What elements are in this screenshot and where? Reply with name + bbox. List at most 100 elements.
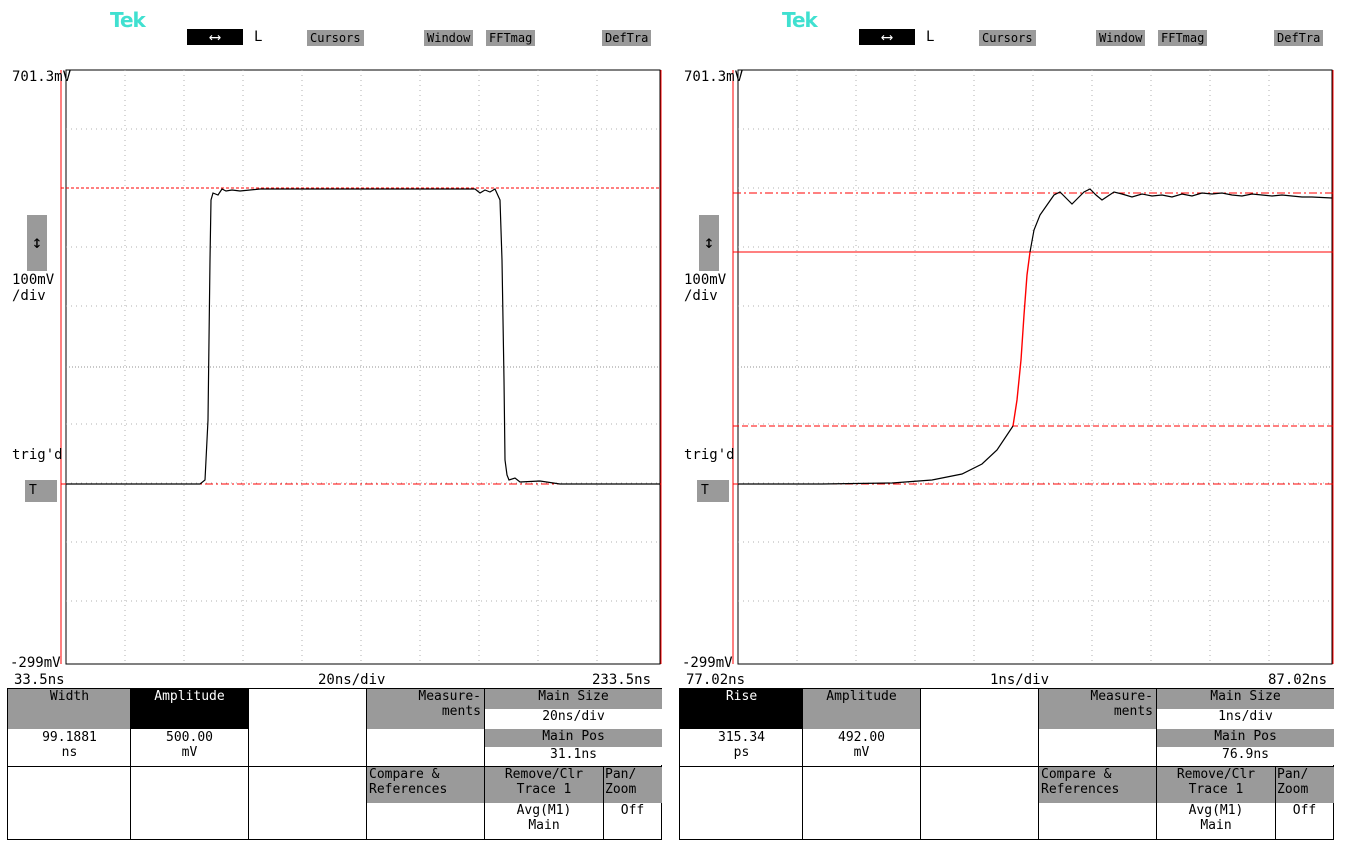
compare-references-button[interactable]: Compare & References <box>1039 767 1157 803</box>
divider <box>1275 766 1276 839</box>
divider <box>1156 689 1157 839</box>
pan-line2: Zoom <box>1277 782 1309 797</box>
pan-zoom-button[interactable]: Pan/Zoom <box>1275 767 1334 803</box>
main-size-value[interactable]: 1ns/div <box>1157 709 1334 729</box>
horizontal-arrow-button[interactable]: ⟷ <box>859 29 915 45</box>
divider <box>920 689 921 839</box>
y-scale-label: 100mV <box>12 272 55 288</box>
trig-label: trig'd <box>12 447 63 463</box>
x-right-label: 233.5ns <box>592 672 652 688</box>
main-pos-label[interactable]: Main Pos <box>485 729 662 747</box>
y-bottom-label: -299mV <box>682 655 733 671</box>
remove-clear-button[interactable]: Remove/Clr Trace 1 <box>485 767 603 803</box>
meas2-value: 500.00 <box>166 730 213 745</box>
avg-line2: Main <box>528 818 560 833</box>
compare-references-button[interactable]: Compare & References <box>367 767 485 803</box>
x-scale-label: 20ns/div <box>318 672 386 688</box>
deftra-button[interactable]: DefTra <box>602 30 652 46</box>
divider <box>130 689 131 839</box>
cursors-button[interactable]: Cursors <box>307 30 364 46</box>
divider <box>1038 689 1039 839</box>
measurements-line2: ments <box>441 704 481 719</box>
x-right-label: 87.02ns <box>1268 672 1328 688</box>
remove-line1: Remove/Clr <box>504 767 584 782</box>
avg-source[interactable]: Avg(M1) Main <box>1157 803 1275 839</box>
cursors-button[interactable]: Cursors <box>979 30 1036 46</box>
meas2-readout: 500.00 mV <box>131 730 248 766</box>
tek-logo: Tek <box>782 8 818 32</box>
avg-source[interactable]: Avg(M1) Main <box>485 803 603 839</box>
amplitude-measure-button[interactable]: Amplitude <box>131 689 248 729</box>
meas1-unit: ns <box>61 745 78 760</box>
meas1-label: Width <box>49 689 90 704</box>
y-bottom-label: -299mV <box>10 655 61 671</box>
tek-logo: Tek <box>110 8 146 32</box>
mode-label: L <box>254 29 263 45</box>
pan-line1: Pan/ <box>605 767 637 782</box>
waveform-display <box>60 69 662 665</box>
measurement-panel: Rise Amplitude 315.34 ps 492.00 mV Measure… <box>679 688 1334 840</box>
divider <box>802 689 803 839</box>
measurements-button[interactable]: Measure-ments <box>1039 689 1157 729</box>
main-pos-value[interactable]: 31.1ns <box>485 747 662 765</box>
y-scale-unit: /div <box>684 288 718 304</box>
y-scale-label: 100mV <box>684 272 727 288</box>
meas2-unit: mV <box>853 745 870 760</box>
vertical-arrow-button[interactable]: ↕ <box>699 215 719 271</box>
pan-zoom-value[interactable]: Off <box>1292 803 1317 818</box>
x-left-label: 33.5ns <box>14 672 65 688</box>
horizontal-arrow-button[interactable]: ⟷ <box>187 29 243 45</box>
main-size-label[interactable]: Main Size <box>485 689 662 709</box>
divider <box>484 689 485 839</box>
y-top-label: 701.3mV <box>12 69 72 85</box>
scope-left: Tek ⟷ L Cursors Window FFTmag DefTra 701… <box>0 0 672 841</box>
main-size-value[interactable]: 20ns/div <box>485 709 662 729</box>
divider <box>8 766 661 767</box>
compare-line2: References <box>1041 782 1120 797</box>
meas1-label: Rise <box>725 689 758 704</box>
divider <box>603 766 604 839</box>
fftmag-button[interactable]: FFTmag <box>486 30 536 46</box>
divider <box>366 689 367 839</box>
remove-line2: Trace 1 <box>1188 782 1244 797</box>
remove-clear-button[interactable]: Remove/Clr Trace 1 <box>1157 767 1275 803</box>
amplitude-measure-button[interactable]: Amplitude <box>803 689 920 729</box>
pan-zoom-value[interactable]: Off <box>620 803 645 818</box>
meas2-readout: 492.00 mV <box>803 730 920 766</box>
rise-measure-button[interactable]: Rise <box>680 689 803 729</box>
window-button[interactable]: Window <box>1096 30 1146 46</box>
meas1-readout: 99.1881 ns <box>8 730 131 766</box>
measurements-button[interactable]: Measure-ments <box>367 689 485 729</box>
fftmag-button[interactable]: FFTmag <box>1158 30 1208 46</box>
divider <box>680 766 1333 767</box>
compare-line2: References <box>369 782 448 797</box>
window-button[interactable]: Window <box>424 30 474 46</box>
main-size-label[interactable]: Main Size <box>1157 689 1334 709</box>
trigger-button[interactable]: T <box>25 480 57 502</box>
compare-line1: Compare & <box>1041 767 1112 782</box>
vertical-arrow-button[interactable]: ↕ <box>27 215 47 271</box>
measurement-panel: Width Amplitude 99.1881 ns 500.00 mV Measu… <box>7 688 662 840</box>
meas2-value: 492.00 <box>838 730 885 745</box>
pan-zoom-button[interactable]: Pan/Zoom <box>603 767 662 803</box>
width-measure-button[interactable]: Width <box>8 689 131 729</box>
main-pos-value[interactable]: 76.9ns <box>1157 747 1334 765</box>
remove-line2: Trace 1 <box>516 782 572 797</box>
pan-line1: Pan/ <box>1277 767 1309 782</box>
meas2-label: Amplitude <box>826 689 897 704</box>
deftra-button[interactable]: DefTra <box>1274 30 1324 46</box>
y-scale-unit: /div <box>12 288 46 304</box>
meas1-value: 315.34 <box>718 730 765 745</box>
meas2-label: Amplitude <box>154 689 225 704</box>
avg-line1: Avg(M1) <box>516 803 572 818</box>
measurements-line1: Measure- <box>418 689 481 704</box>
waveform-display <box>732 69 1334 665</box>
x-left-label: 77.02ns <box>686 672 746 688</box>
trigger-button[interactable]: T <box>697 480 729 502</box>
divider <box>248 689 249 839</box>
meas1-value: 99.1881 <box>42 730 97 745</box>
mode-label: L <box>926 29 935 45</box>
compare-line1: Compare & <box>369 767 440 782</box>
main-pos-label[interactable]: Main Pos <box>1157 729 1334 747</box>
measurements-line2: ments <box>1113 704 1153 719</box>
